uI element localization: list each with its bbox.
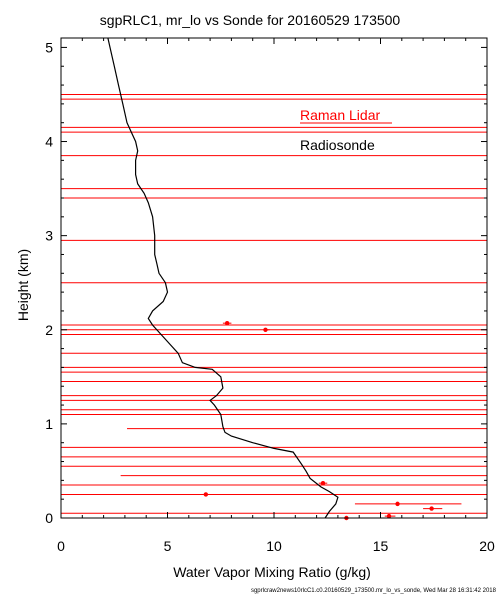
y-axis-label: Height (km) <box>15 249 31 321</box>
legend-radiosonde: Radiosonde <box>300 137 375 153</box>
y-tick-label: 3 <box>45 228 53 244</box>
x-tick-label: 5 <box>164 538 172 554</box>
x-tick-label: 15 <box>373 538 389 554</box>
plot-area <box>61 37 487 521</box>
chart-title: sgpRLC1, mr_lo vs Sonde for 20160529 173… <box>100 12 401 28</box>
lidar-point <box>263 327 268 332</box>
lidar-point <box>224 320 230 326</box>
x-axis-label: Water Vapor Mixing Ratio (g/kg) <box>173 564 371 580</box>
y-tick-label: 0 <box>45 510 53 526</box>
lidar-point <box>386 513 392 519</box>
radiosonde-line <box>107 37 339 519</box>
x-tick-label: 20 <box>479 538 495 554</box>
y-tick-label: 5 <box>45 39 53 55</box>
lidar-point <box>203 492 209 497</box>
legend-raman-lidar: Raman Lidar <box>300 107 380 123</box>
lidar-point <box>429 506 434 511</box>
lidar-point <box>320 480 326 486</box>
x-tick-label: 10 <box>266 538 282 554</box>
lidar-point <box>395 501 400 507</box>
x-tick-label: 0 <box>57 538 65 554</box>
y-tick-label: 2 <box>45 322 53 338</box>
y-axis: 0 1 2 3 4 5 <box>45 39 487 526</box>
plot-frame <box>60 37 488 519</box>
y-tick-label: 1 <box>45 416 53 432</box>
footer-note: sgprlcraw2news10rlcC1.c0.20160529_173500… <box>251 588 497 594</box>
x-axis: 0 5 10 15 20 <box>57 38 495 554</box>
y-tick-label: 4 <box>45 134 53 150</box>
